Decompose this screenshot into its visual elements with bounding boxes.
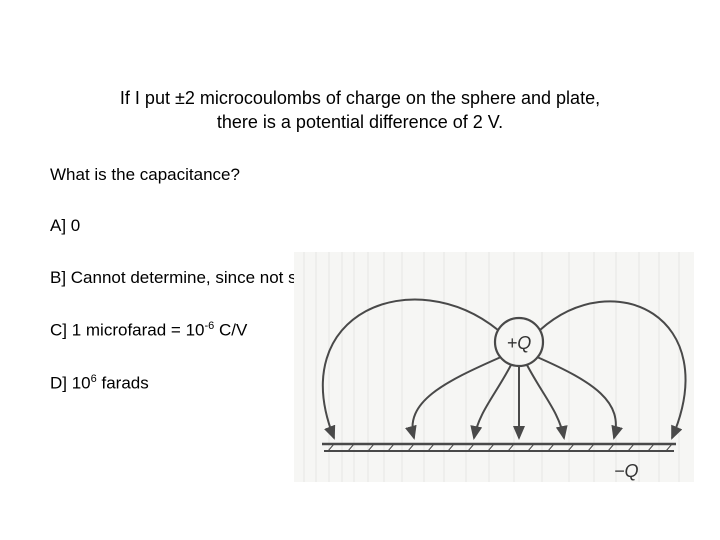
problem-statement: If I put ±2 microcoulombs of charge on t… — [72, 86, 648, 135]
option-a: A] 0 — [50, 216, 366, 236]
option-c-prefix: C] 1 microfarad = 10 — [50, 321, 205, 340]
option-c-suffix: C/V — [214, 321, 247, 340]
option-d-prefix: D] 10 — [50, 373, 91, 392]
plus-q-label: +Q — [507, 333, 532, 353]
option-c-superscript: -6 — [205, 320, 215, 332]
title-line-2: there is a potential difference of 2 V. — [217, 112, 503, 132]
question-text: What is the capacitance? — [50, 165, 240, 185]
title-line-1: If I put ±2 microcoulombs of charge on t… — [120, 88, 600, 108]
option-d-suffix: farads — [97, 373, 149, 392]
field-lines-diagram: +Q −Q — [294, 252, 694, 482]
minus-q-label: −Q — [614, 461, 639, 481]
diagram-svg: +Q −Q — [294, 252, 694, 482]
